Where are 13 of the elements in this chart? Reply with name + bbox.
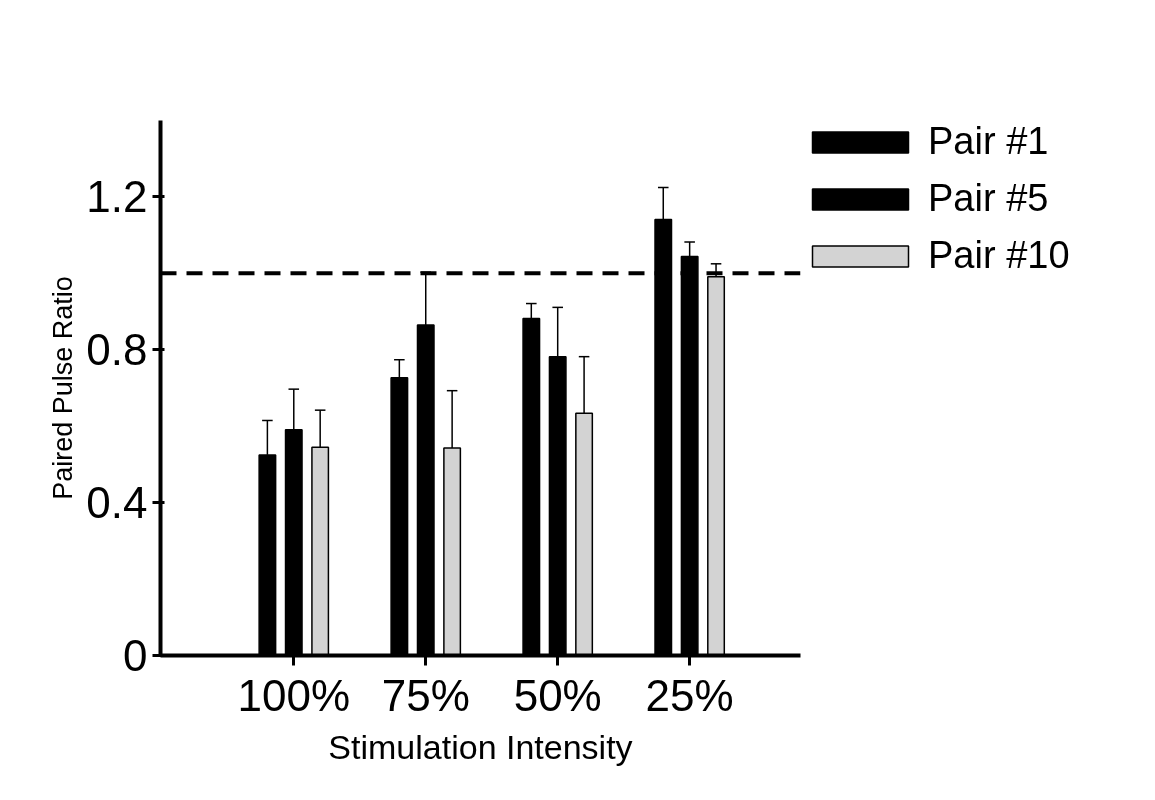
y-tick-label: 0 — [123, 631, 148, 680]
x-tick-label: 75% — [381, 670, 470, 720]
x-axis-title: Stimulation Intensity — [328, 727, 633, 766]
y-tick-label: 1.2 — [86, 172, 148, 222]
legend-label: Pair #1 — [928, 120, 1049, 163]
x-tick-label: 100% — [237, 670, 351, 720]
y-tick-label: 0.4 — [86, 478, 148, 528]
x-tick-label: 25% — [645, 670, 734, 720]
y-axis-title: Paired Pulse Ratio — [48, 276, 79, 500]
legend-label: Pair #10 — [928, 234, 1070, 277]
y-tick-label: 0.8 — [86, 325, 148, 375]
legend-label: Pair #5 — [928, 177, 1049, 220]
x-tick-label: 50% — [513, 670, 602, 720]
